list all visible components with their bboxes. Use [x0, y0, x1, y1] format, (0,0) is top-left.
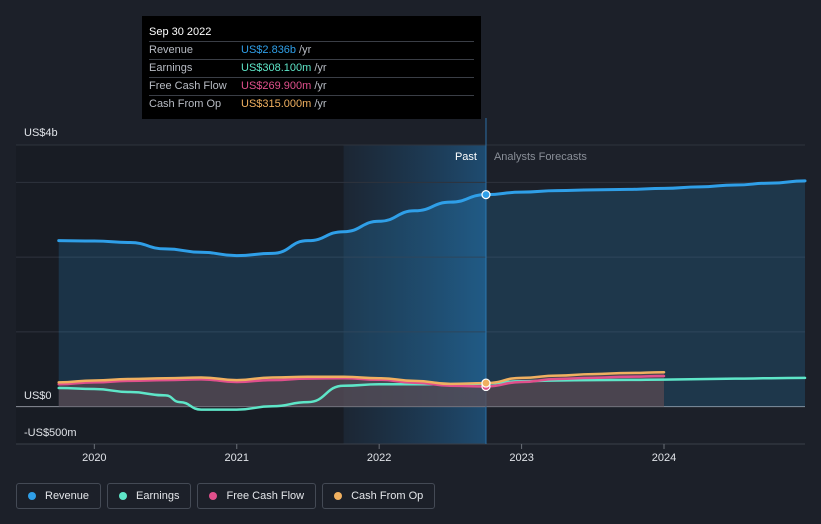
- series-line-revenue: [57, 179, 807, 258]
- y-label-top: US$4b: [24, 127, 58, 139]
- tooltip-row-label: Cash From Op: [149, 98, 222, 110]
- legend-item-free-cash-flow[interactable]: Free Cash Flow: [197, 483, 317, 509]
- tooltip-row-unit: /yr: [299, 44, 312, 56]
- legend-dot-icon: [119, 492, 128, 500]
- marker-revenue: [481, 190, 491, 200]
- legend-label: Revenue: [45, 490, 90, 502]
- forecast-label: Analysts Forecasts: [494, 151, 587, 163]
- legend-label: Free Cash Flow: [226, 490, 305, 502]
- legend-label: Earnings: [136, 490, 180, 502]
- tooltip: Sep 30 2022 Revenue US$2.836b/yr Earnings U…: [142, 16, 481, 119]
- past-label: Past: [455, 151, 477, 163]
- legend: Revenue Earnings Free Cash Flow Cash From O…: [16, 483, 436, 509]
- legend-dot-icon: [334, 492, 343, 500]
- x-tick-label: 2020: [82, 452, 106, 464]
- tooltip-row-value: US$315.000m: [241, 98, 312, 110]
- tooltip-row-unit: /yr: [314, 80, 327, 92]
- tooltip-row-value: US$269.900m: [241, 80, 312, 92]
- series-line-cash-from-op: [57, 370, 666, 386]
- x-tick-label: 2023: [509, 452, 533, 464]
- tooltip-row-label: Earnings: [149, 62, 193, 74]
- y-label-zero: US$0: [24, 390, 52, 402]
- legend-item-cash-from-op[interactable]: Cash From Op: [322, 483, 436, 509]
- x-tick-label: 2022: [367, 452, 391, 464]
- tooltip-date: Sep 30 2022: [149, 26, 212, 38]
- legend-item-earnings[interactable]: Earnings: [107, 483, 192, 509]
- revenue-area: [58, 180, 805, 407]
- marker-cash-from-op: [481, 378, 491, 388]
- tooltip-row-label: Revenue: [149, 44, 194, 56]
- y-label-bottom: -US$500m: [24, 427, 77, 439]
- legend-item-revenue[interactable]: Revenue: [16, 483, 102, 509]
- x-tick-label: 2021: [225, 452, 249, 464]
- legend-label: Cash From Op: [351, 490, 424, 502]
- series-line-free-cash-flow: [57, 374, 666, 388]
- legend-dot-icon: [209, 492, 218, 500]
- tooltip-row-unit: /yr: [314, 98, 327, 110]
- tooltip-row: Free Cash Flow US$269.900m/yr: [149, 77, 474, 95]
- tooltip-row-value: US$308.100m: [241, 62, 312, 74]
- tooltip-row: Revenue US$2.836b/yr: [149, 41, 474, 59]
- tooltip-row: Earnings US$308.100m/yr: [149, 59, 474, 77]
- x-tick-label: 2024: [652, 452, 676, 464]
- series-line-earnings: [57, 376, 807, 411]
- tooltip-row-unit: /yr: [314, 62, 327, 74]
- tooltip-row-label: Free Cash Flow: [149, 80, 227, 92]
- tooltip-row-value: US$2.836b: [241, 44, 297, 56]
- legend-dot-icon: [28, 492, 36, 500]
- tooltip-row: Cash From Op US$315.000m/yr: [149, 95, 474, 113]
